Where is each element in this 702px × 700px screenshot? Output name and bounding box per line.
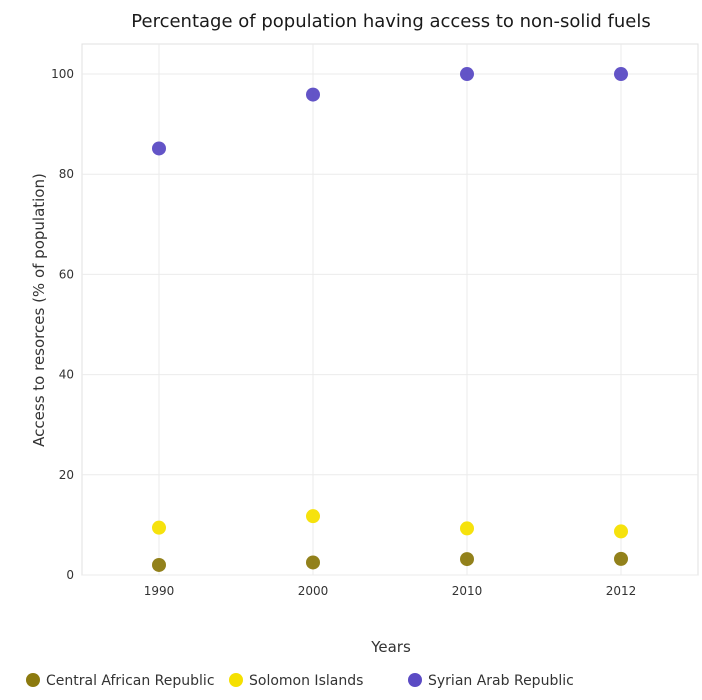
data-point bbox=[460, 521, 474, 536]
x-tick-label: 2012 bbox=[606, 584, 637, 598]
data-point bbox=[152, 141, 166, 156]
legend-item: Central African Republic bbox=[26, 673, 215, 689]
y-tick-label: 40 bbox=[59, 368, 74, 382]
data-point bbox=[306, 555, 320, 570]
y-tick-label: 0 bbox=[66, 568, 74, 582]
chart-title: Percentage of population having access t… bbox=[131, 11, 650, 32]
x-tick-label: 2000 bbox=[298, 584, 329, 598]
data-point bbox=[306, 87, 320, 102]
data-point bbox=[614, 67, 628, 82]
data-point bbox=[306, 509, 320, 524]
data-point bbox=[460, 552, 474, 567]
legend-marker bbox=[26, 673, 40, 687]
data-points bbox=[152, 67, 628, 572]
x-axis-label: Years bbox=[370, 638, 411, 656]
legend-label: Central African Republic bbox=[46, 673, 215, 689]
x-tick-label: 1990 bbox=[144, 584, 175, 598]
y-tick-label: 20 bbox=[59, 468, 74, 482]
data-point bbox=[614, 524, 628, 539]
data-point bbox=[460, 67, 474, 82]
data-point bbox=[152, 520, 166, 535]
y-tick-label: 60 bbox=[59, 267, 74, 281]
legend-label: Solomon Islands bbox=[249, 673, 363, 689]
legend-item: Solomon Islands bbox=[229, 673, 363, 689]
legend-marker bbox=[229, 673, 243, 687]
x-axis-ticks: 1990 2000 2010 2012 bbox=[144, 584, 637, 598]
y-axis-ticks: 0 20 40 60 80 100 bbox=[51, 67, 74, 582]
gridlines bbox=[82, 44, 698, 576]
y-tick-label: 100 bbox=[51, 67, 74, 81]
y-axis-label: Access to resorces (% of population) bbox=[30, 173, 48, 447]
legend-label: Syrian Arab Republic bbox=[428, 673, 574, 689]
data-point bbox=[152, 557, 166, 572]
y-tick-label: 80 bbox=[59, 167, 74, 181]
plot-background bbox=[81, 43, 699, 576]
plot-area: 0 20 40 60 80 100 1990 2000 2010 2012 bbox=[51, 43, 699, 598]
legend-marker bbox=[408, 673, 422, 687]
x-tick-label: 2010 bbox=[452, 584, 483, 598]
legend: Central African Republic Solomon Islands S… bbox=[26, 673, 574, 689]
legend-item: Syrian Arab Republic bbox=[408, 673, 574, 689]
data-point bbox=[614, 551, 628, 566]
